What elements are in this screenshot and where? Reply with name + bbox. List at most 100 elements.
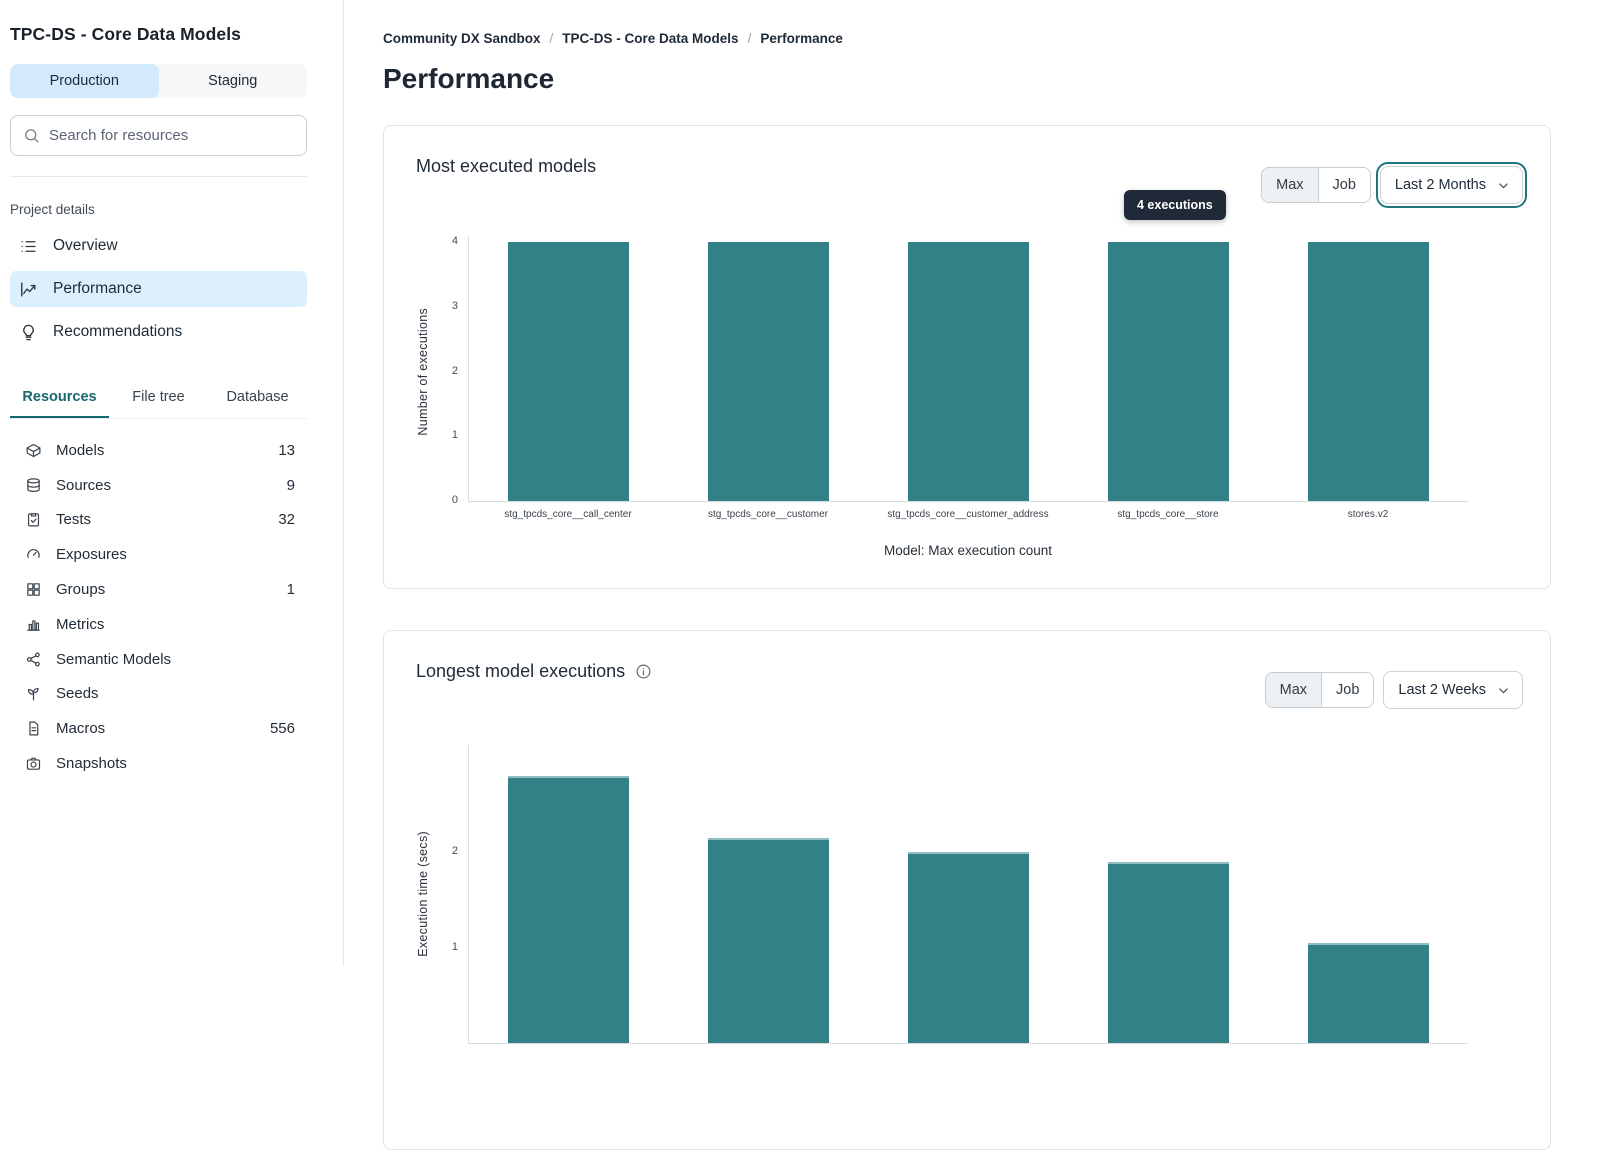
x-tick-label: stg_tpcds_core__call_center: [504, 509, 632, 520]
database-icon: [25, 477, 42, 494]
chevron-down-icon: [1496, 178, 1511, 193]
project-title: TPC-DS - Core Data Models: [10, 24, 241, 44]
date-range-value: Last 2 Months: [1394, 177, 1486, 193]
resource-label: Sources: [56, 476, 112, 494]
resource-item-metrics[interactable]: Metrics: [10, 607, 307, 642]
project-details-label: Project details: [10, 202, 95, 217]
resource-item-semantic-models[interactable]: Semantic Models: [10, 642, 307, 677]
y-axis-title: Number of executions: [416, 307, 430, 436]
resource-count: 32: [278, 511, 295, 529]
bar-1[interactable]: [507, 775, 629, 1043]
job-toggle-button[interactable]: Job: [1317, 168, 1370, 202]
sidebar: TPC-DS - Core Data Models Production Stag…: [0, 0, 344, 966]
main-content: Community DX Sandbox / TPC-DS - Core Data …: [344, 0, 1621, 1150]
bar-2[interactable]: [707, 837, 829, 1043]
resource-count: 13: [278, 441, 295, 459]
chart-tooltip: 4 executions: [1124, 190, 1226, 220]
camera-icon: [25, 755, 42, 772]
y-tick-label: 2: [451, 364, 458, 377]
resource-label: Groups: [56, 581, 106, 599]
breadcrumb: Community DX Sandbox / TPC-DS - Core Data …: [383, 31, 1621, 46]
sidebar-item-label: Recommendations: [53, 323, 183, 340]
breadcrumb-link-tpc-ds-core-data-models[interactable]: TPC-DS - Core Data Models: [562, 31, 739, 46]
tab-resources[interactable]: Resources: [10, 381, 109, 418]
resource-count: 1: [286, 581, 295, 599]
bar-3[interactable]: [907, 852, 1029, 1043]
environment-tabs: Production Staging: [10, 64, 307, 98]
cube-icon: [25, 442, 42, 459]
resource-item-snapshots[interactable]: Snapshots: [10, 746, 307, 781]
env-tab-staging[interactable]: Staging: [208, 73, 258, 89]
clipboard-check-icon: [25, 511, 42, 528]
resource-item-exposures[interactable]: Exposures: [10, 537, 307, 572]
bar-stg-tpcds-core-customer-address[interactable]: [907, 242, 1029, 501]
max-toggle-button[interactable]: Max: [1265, 673, 1322, 707]
y-axis-title: Execution time (secs): [416, 831, 430, 957]
sidebar-item-recommendations[interactable]: Recommendations: [10, 314, 307, 350]
resource-label: Semantic Models: [56, 650, 172, 668]
y-tick-label: 1: [451, 429, 458, 442]
bar-stores-v2[interactable]: [1307, 242, 1429, 501]
max-job-toggle: Max Job: [1261, 167, 1371, 203]
breadcrumb-link-community-dx-sandbox[interactable]: Community DX Sandbox: [383, 31, 541, 46]
card-title: Most executed models: [416, 156, 597, 176]
env-tab-production[interactable]: Production: [10, 64, 159, 98]
grid-icon: [25, 581, 42, 598]
job-toggle-button[interactable]: Job: [1321, 673, 1374, 707]
resource-count: 556: [269, 720, 295, 738]
network-icon: [25, 651, 42, 668]
y-tick-label: 1: [451, 940, 458, 953]
bar-4[interactable]: [1107, 861, 1229, 1043]
tab-file-tree[interactable]: File tree: [132, 389, 185, 405]
sidebar-item-label: Performance: [53, 280, 142, 297]
breadcrumb-separator: /: [549, 31, 554, 46]
resource-item-models[interactable]: Models 13: [10, 433, 307, 468]
x-axis-title: Model: Max execution count: [883, 543, 1053, 558]
date-range-select[interactable]: Last 2 Weeks: [1383, 671, 1523, 709]
bar-5[interactable]: [1307, 942, 1429, 1043]
card-title: Longest model executions: [416, 661, 626, 681]
y-axis-line: [468, 236, 469, 501]
gauge-icon: [25, 546, 42, 563]
file-text-icon: [25, 720, 42, 737]
chevron-down-icon: [1496, 683, 1511, 698]
max-toggle-button[interactable]: Max: [1262, 168, 1318, 202]
resource-label: Exposures: [56, 546, 127, 564]
page-title: Performance: [383, 63, 555, 94]
y-tick-label: 3: [451, 299, 458, 312]
bar-stg-tpcds-core-store[interactable]: [1107, 242, 1229, 501]
resource-label: Models: [56, 441, 105, 459]
resource-item-tests[interactable]: Tests 32: [10, 503, 307, 538]
trend-chart-icon: [19, 280, 38, 299]
resource-item-macros[interactable]: Macros 556: [10, 711, 307, 746]
resource-label: Macros: [56, 720, 106, 738]
y-tick-label: 4: [451, 235, 458, 247]
info-icon[interactable]: [635, 663, 652, 680]
date-range-value: Last 2 Weeks: [1398, 682, 1486, 698]
y-axis-line: [468, 745, 469, 1043]
bar-stg-tpcds-core-call-center[interactable]: [507, 242, 629, 501]
sprout-icon: [25, 685, 42, 702]
sidebar-divider: [10, 176, 307, 177]
bar-stg-tpcds-core-customer[interactable]: [707, 242, 829, 501]
longest-model-executions-chart: 1 2 Execution time (secs): [384, 631, 1550, 1149]
x-tick-label: stg_tpcds_core__customer: [707, 509, 829, 520]
sidebar-item-overview[interactable]: Overview: [10, 228, 307, 264]
longest-model-executions-card: Longest model executions Max Job Last 2 W…: [383, 630, 1551, 1150]
tab-database[interactable]: Database: [226, 389, 289, 405]
sidebar-item-performance[interactable]: Performance: [10, 271, 307, 307]
resource-label: Tests: [56, 511, 92, 529]
max-job-toggle: Max Job: [1264, 672, 1375, 708]
resource-count: 9: [286, 476, 295, 494]
search-box[interactable]: [10, 115, 307, 156]
bar-chart-icon: [25, 616, 42, 633]
search-input[interactable]: [49, 127, 294, 144]
breadcrumb-current: Performance: [760, 31, 843, 46]
resource-item-seeds[interactable]: Seeds: [10, 677, 307, 712]
resource-item-sources[interactable]: Sources 9: [10, 468, 307, 503]
resource-label: Snapshots: [56, 755, 127, 773]
resource-item-groups[interactable]: Groups 1: [10, 572, 307, 607]
date-range-select[interactable]: Last 2 Months: [1375, 162, 1528, 208]
search-icon: [23, 127, 40, 144]
x-tick-label: stg_tpcds_core__store: [1117, 509, 1219, 520]
